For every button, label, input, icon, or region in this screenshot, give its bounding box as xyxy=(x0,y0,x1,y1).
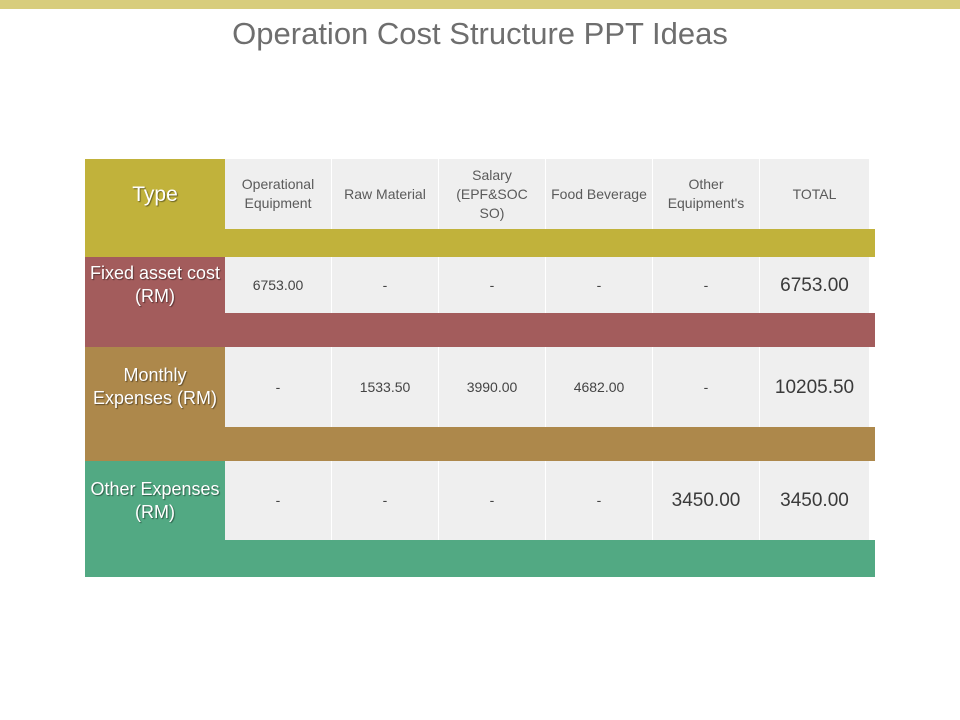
other-expenses-band xyxy=(85,540,875,577)
column-header-total: TOTAL xyxy=(760,159,869,229)
total-cell-fixed-asset: 6753.00 xyxy=(760,257,869,313)
column-header-food-beverage: Food Beverage xyxy=(546,159,653,229)
table-cell: - xyxy=(439,257,546,313)
table-cell: - xyxy=(225,461,332,540)
column-header-operational-equipment: Operational Equipment xyxy=(225,159,332,229)
table-cell: - xyxy=(653,347,760,427)
column-header-other-equipment: Other Equipment's xyxy=(653,159,760,229)
slide-title: Operation Cost Structure PPT Ideas xyxy=(232,16,728,51)
table-row-monthly-expenses: Monthly Expenses (RM) - 1533.50 3990.00 … xyxy=(85,347,875,427)
monthly-expenses-band xyxy=(85,427,875,461)
header-band xyxy=(85,229,875,257)
total-cell-other-expenses: 3450.00 xyxy=(760,461,869,540)
cost-table: Type Operational Equipment Raw Material … xyxy=(85,159,875,577)
table-cell: 4682.00 xyxy=(546,347,653,427)
fixed-asset-band xyxy=(85,313,875,347)
table-cell: - xyxy=(225,347,332,427)
table-cell: - xyxy=(332,461,439,540)
table-cell: 6753.00 xyxy=(225,257,332,313)
table-cell: - xyxy=(546,461,653,540)
table-row-fixed-asset: Fixed asset cost (RM) 6753.00 - - - - 67… xyxy=(85,257,875,313)
type-header-cell: Type xyxy=(85,159,225,229)
table-cell: - xyxy=(546,257,653,313)
total-cell-monthly-expenses: 10205.50 xyxy=(760,347,869,427)
table-cell: 3990.00 xyxy=(439,347,546,427)
column-header-salary: Salary (EPF&SOC SO) xyxy=(439,159,546,229)
table-cell: - xyxy=(439,461,546,540)
table-row-other-expenses: Other Expenses (RM) - - - - 3450.00 3450… xyxy=(85,461,875,540)
table-cell: - xyxy=(653,257,760,313)
top-accent-bar xyxy=(0,0,960,9)
row-label-fixed-asset: Fixed asset cost (RM) xyxy=(85,257,225,313)
table-cell: 1533.50 xyxy=(332,347,439,427)
table-cell: 3450.00 xyxy=(653,461,760,540)
table-cell: - xyxy=(332,257,439,313)
table-header-row: Type Operational Equipment Raw Material … xyxy=(85,159,875,229)
row-label-monthly-expenses: Monthly Expenses (RM) xyxy=(85,347,225,427)
column-header-raw-material: Raw Material xyxy=(332,159,439,229)
row-label-other-expenses: Other Expenses (RM) xyxy=(85,461,225,540)
